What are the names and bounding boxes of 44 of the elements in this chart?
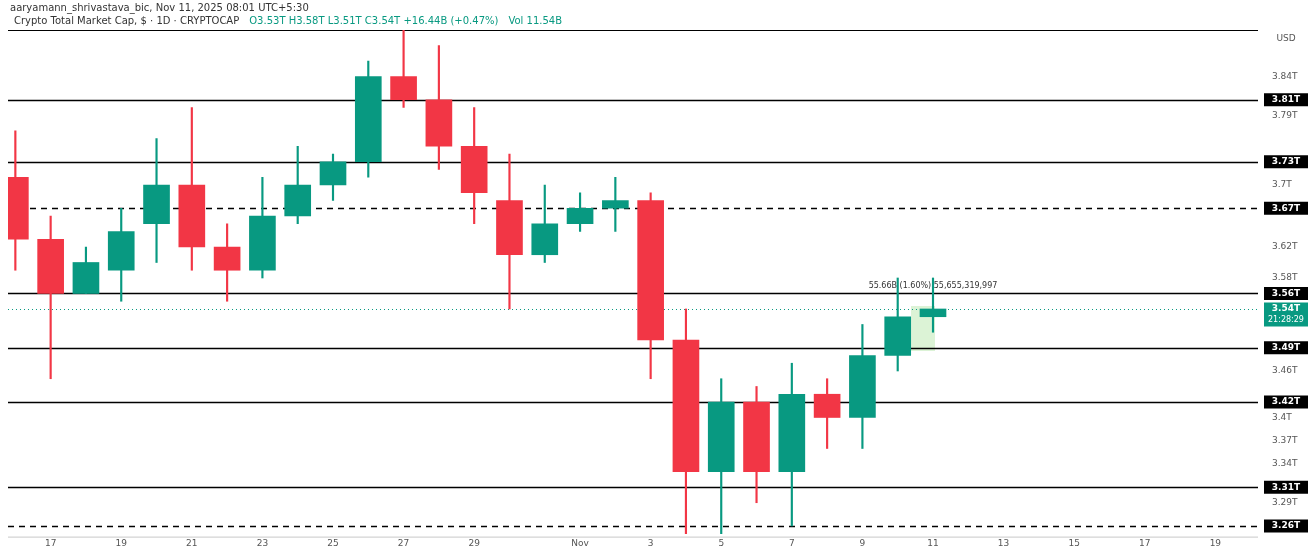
x-tick-label: 3 [647,538,654,549]
x-tick-label: Nov [571,538,590,549]
annotation: 55.66B (1.60%) 55,655,319,997 [868,280,998,290]
y-tick-label: 3.84T [1272,70,1299,81]
x-tick-label: 17 [1139,538,1151,549]
y-tick-label: 3.29T [1272,497,1299,508]
x-tick-label: 29 [468,538,481,549]
x-tick-label: 27 [397,538,410,549]
ref-line-label: 3.49T [1271,342,1302,353]
y-tick-label: 3.79T [1272,109,1299,120]
text: 21:28:29 [1268,315,1304,325]
ref-line-label: 3.54T [1271,303,1302,314]
x-tick-label: 9 [859,538,866,549]
ref-line-label: 3.73T [1271,156,1302,167]
ref-line-label: 3.31T [1271,481,1302,492]
y-axis-title: USD [1276,33,1296,44]
candlestick [143,138,170,263]
x-tick-label: 11 [927,538,939,549]
ref-line-label: 3.26T [1271,520,1302,531]
chart-subtitle: Crypto Total Market Cap, $ · 1D · CRYPTOCAP [14,15,240,26]
x-tick-label: 13 [997,538,1010,549]
ref-line-label: 3.81T [1271,94,1302,105]
x-tick-label: 23 [256,538,269,549]
y-tick-label: 3.62T [1272,241,1299,252]
x-tick-label: 21 [186,538,198,549]
y-tick-label: 3.58T [1272,272,1299,283]
x-tick-label: 25 [327,538,339,549]
x-tick-label: 5 [718,538,725,549]
y-tick-label: 3.7T [1272,179,1293,190]
x-tick-label: 7 [788,538,795,549]
x-tick-label: 17 [44,538,57,549]
y-tick-label: 3.34T [1272,458,1299,469]
x-tick-label: 19 [1209,538,1222,549]
text: Vol 11.54B [508,15,563,26]
ref-line-label: 3.56T [1271,287,1302,298]
ref-line-label: 3.67T [1271,202,1302,213]
y-tick-label: 3.46T [1272,365,1299,376]
y-tick-label: 3.37T [1272,435,1299,446]
chart-title: aaryamann_shrivastava_bic, Nov 11, 2025 08:01 UTC+5:30 [10,2,309,13]
y-tick-label: 3.4T [1272,411,1293,422]
text: O3.53T H3.58T L3.51T C3.54T +16.44B (+0.47%) [249,15,499,26]
x-tick-label: 15 [1068,538,1080,549]
ref-line-label: 3.42T [1271,396,1302,407]
x-tick-label: 19 [115,538,128,549]
